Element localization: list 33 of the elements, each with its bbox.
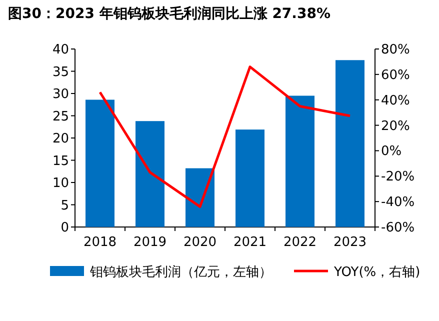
y2-tick-label: -40% <box>381 195 415 210</box>
bar <box>286 96 314 227</box>
bar <box>86 100 114 227</box>
y-tick-label: 25 <box>52 109 69 124</box>
bar <box>136 121 164 227</box>
y-tick-label: 40 <box>52 42 69 58</box>
x-tick-label: 2018 <box>83 235 117 250</box>
y-tick-label: 20 <box>52 132 69 146</box>
chart-title: 图30：2023 年钼钨板块毛利润同比上涨 27.38% <box>8 5 331 22</box>
y2-tick-label: 80% <box>381 42 410 58</box>
y2-tick-label: 40% <box>381 93 410 108</box>
x-tick-label: 2020 <box>183 235 217 250</box>
y-tick-label: 10 <box>52 176 69 191</box>
y2-tick-label: -20% <box>381 170 415 185</box>
bar <box>186 168 214 227</box>
bar <box>336 60 364 227</box>
bar <box>236 130 264 227</box>
x-tick-label: 2019 <box>133 235 167 250</box>
y2-tick-label: -60% <box>381 220 415 236</box>
y-tick-label: 35 <box>52 64 69 80</box>
line-series <box>98 66 352 208</box>
y2-tick-label: 20% <box>381 118 410 134</box>
y2-tick-label: 60% <box>381 68 410 83</box>
x-tick-label: 2023 <box>333 235 367 250</box>
y2-tick-label: 0% <box>381 144 402 160</box>
y-tick-label: 0 <box>60 220 69 236</box>
y-tick-label: 5 <box>60 198 69 214</box>
y-tick-label: 15 <box>52 154 69 169</box>
legend-label: YOY(%，右轴) <box>333 265 420 280</box>
y-tick-label: 30 <box>52 87 69 102</box>
x-tick-label: 2022 <box>283 235 317 250</box>
x-tick-label: 2021 <box>233 235 267 250</box>
legend-label: 钼钨板块毛利润（亿元，左轴） <box>89 265 272 280</box>
